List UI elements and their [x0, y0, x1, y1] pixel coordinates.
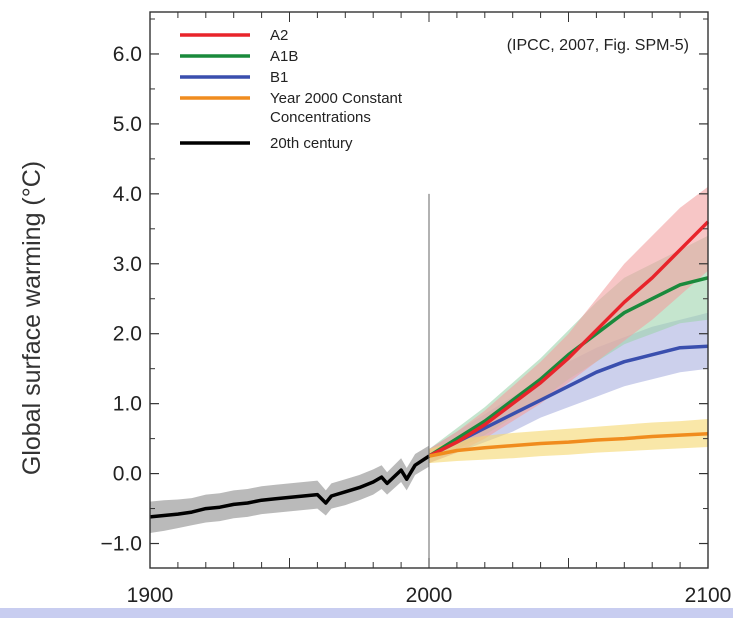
x-tick-label: 1900 — [127, 584, 174, 607]
series-line-year-2000-constant-concentrations — [428, 431, 709, 458]
y-tick-label: 0.0 — [113, 463, 142, 486]
band-20th-century — [150, 445, 429, 533]
series-line-b1 — [428, 344, 709, 458]
y-tick-label: 4.0 — [113, 183, 142, 206]
legend-label: B1 — [270, 69, 288, 86]
band-a2 — [429, 186, 708, 464]
legend-label: A1B — [270, 48, 298, 65]
x-tick-label: 2000 — [406, 584, 453, 607]
legend-label: 20th century — [270, 135, 353, 152]
y-tick-label: 3.0 — [113, 253, 142, 276]
y-tick-label: 1.0 — [113, 393, 142, 416]
y-tick-label: 6.0 — [113, 43, 142, 66]
series-line-a2 — [428, 220, 710, 458]
x-tick-label: 2100 — [685, 584, 732, 607]
series-line-20th-century — [149, 454, 430, 519]
legend-label: Year 2000 Constant — [270, 90, 403, 107]
legend-label: Concentrations — [270, 109, 371, 126]
source-note: (IPCC, 2007, Fig. SPM-5) — [507, 37, 689, 54]
plot-area — [149, 186, 710, 533]
y-tick-label: 2.0 — [113, 323, 142, 346]
y-tick-label: 5.0 — [113, 113, 142, 136]
series-line-a1b — [428, 276, 709, 458]
y-tick-label: −1.0 — [101, 533, 142, 556]
y-axis-label: Global surface warming (°C) — [18, 161, 46, 475]
legend: A2 A1B B1 Year 2000 Constant Concentrations 2… — [180, 27, 403, 152]
bottom-band — [0, 608, 733, 618]
axes: 6.0 5.0 4.0 3.0 2.0 1.0 0.0 −1.0 1900 2000 2100 — [101, 11, 732, 607]
legend-label: A2 — [270, 27, 288, 44]
